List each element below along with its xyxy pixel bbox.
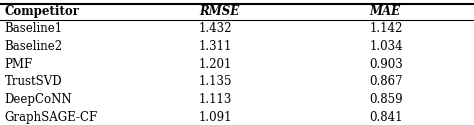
Text: MAE: MAE bbox=[370, 5, 401, 19]
Text: TrustSVD: TrustSVD bbox=[5, 75, 63, 88]
Text: 0.859: 0.859 bbox=[370, 93, 403, 106]
Text: 1.311: 1.311 bbox=[199, 40, 232, 53]
Text: DeepCoNN: DeepCoNN bbox=[5, 93, 73, 106]
Text: Competitor: Competitor bbox=[5, 5, 80, 19]
Text: Baseline1: Baseline1 bbox=[5, 22, 63, 36]
Text: PMF: PMF bbox=[5, 58, 33, 71]
Text: Baseline2: Baseline2 bbox=[5, 40, 63, 53]
Text: 1.135: 1.135 bbox=[199, 75, 233, 88]
Text: 1.142: 1.142 bbox=[370, 22, 403, 36]
Text: RMSE: RMSE bbox=[199, 5, 239, 19]
Text: 1.113: 1.113 bbox=[199, 93, 232, 106]
Text: 1.201: 1.201 bbox=[199, 58, 232, 71]
Text: 0.903: 0.903 bbox=[370, 58, 403, 71]
Text: GraphSAGE-CF: GraphSAGE-CF bbox=[5, 111, 98, 124]
Text: 0.841: 0.841 bbox=[370, 111, 403, 124]
Text: 1.034: 1.034 bbox=[370, 40, 403, 53]
Text: 1.432: 1.432 bbox=[199, 22, 233, 36]
Text: 1.091: 1.091 bbox=[199, 111, 233, 124]
Text: 0.867: 0.867 bbox=[370, 75, 403, 88]
